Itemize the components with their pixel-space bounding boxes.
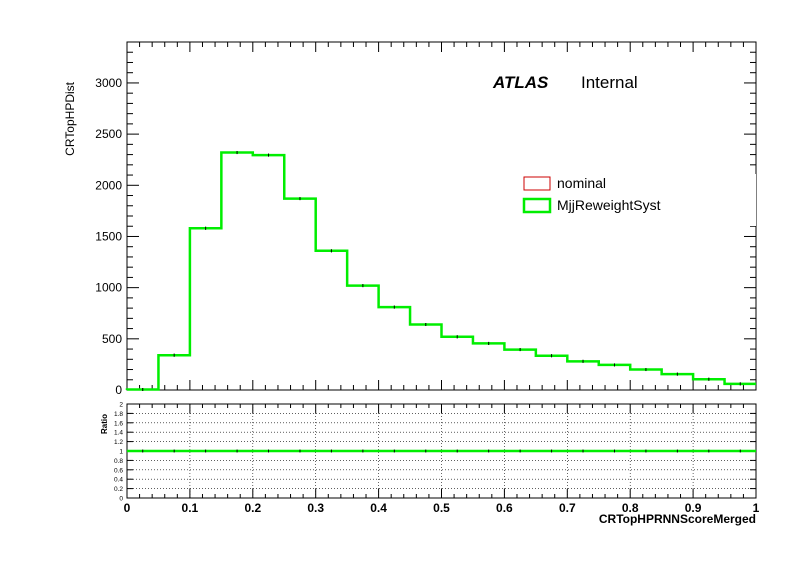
- ratio-y-tick-label: 1.8: [114, 411, 123, 418]
- legend-label-nominal: nominal: [557, 175, 606, 191]
- main-y-tick-label: 3000: [95, 76, 122, 90]
- ratio-y-tick-label: 0.4: [114, 477, 123, 484]
- legend-label-MjjReweightSyst: MjjReweightSyst: [557, 197, 661, 213]
- ratio-y-axis-title: Ratio: [100, 414, 109, 434]
- ratio-y-tick-label: 0.2: [114, 486, 123, 493]
- main-y-tick-label: 2500: [95, 127, 122, 141]
- main-y-tick-label: 1000: [95, 281, 122, 295]
- ratio-x-tick-label: 0: [124, 501, 131, 515]
- atlas-label: ATLAS: [492, 73, 549, 92]
- main-y-tick-label: 1500: [95, 229, 122, 243]
- ratio-y-tick-label: 1.6: [114, 420, 123, 427]
- main-y-tick-label: 0: [115, 383, 122, 397]
- ratio-y-tick-label: 1.2: [114, 439, 123, 446]
- ratio-y-tick-label: 1: [119, 449, 123, 456]
- x-axis-title: CRTopHPRNNScoreMerged: [599, 512, 756, 526]
- ratio-y-tick-label: 2: [119, 402, 123, 409]
- ratio-x-tick-label: 0.4: [370, 501, 387, 515]
- ratio-x-tick-label: 0.2: [244, 501, 261, 515]
- atlas-status-label: Internal: [581, 73, 638, 92]
- main-y-axis-title: CRTopHPDist: [63, 81, 77, 155]
- ratio-x-tick-label: 0.6: [496, 501, 513, 515]
- ratio-x-tick-label: 0.5: [433, 501, 450, 515]
- legend-box: [519, 174, 756, 226]
- ratio-x-tick-label: 0.1: [182, 501, 199, 515]
- legend-swatch-nominal: [523, 176, 551, 191]
- legend-swatch-MjjReweightSyst: [522, 197, 552, 214]
- ratio-x-tick-label: 0.3: [307, 501, 324, 515]
- ratio-y-tick-label: 1.4: [114, 430, 123, 437]
- ratio-x-tick-label: 0.8: [622, 501, 639, 515]
- histogram-series-MjjReweightSyst: [125, 151, 756, 391]
- ratio-x-tick-label: 0.9: [685, 501, 702, 515]
- main-y-tick-label: 2000: [95, 178, 122, 192]
- ratio-y-tick-label: 0.8: [114, 458, 123, 465]
- ratio-y-tick-label: 0.6: [114, 467, 123, 474]
- main-y-tick-label: 500: [102, 332, 122, 346]
- ratio-x-tick-label: 0.7: [559, 501, 576, 515]
- ratio-y-tick-label: 0: [119, 496, 123, 503]
- ratio-x-tick-label: 1: [753, 501, 760, 515]
